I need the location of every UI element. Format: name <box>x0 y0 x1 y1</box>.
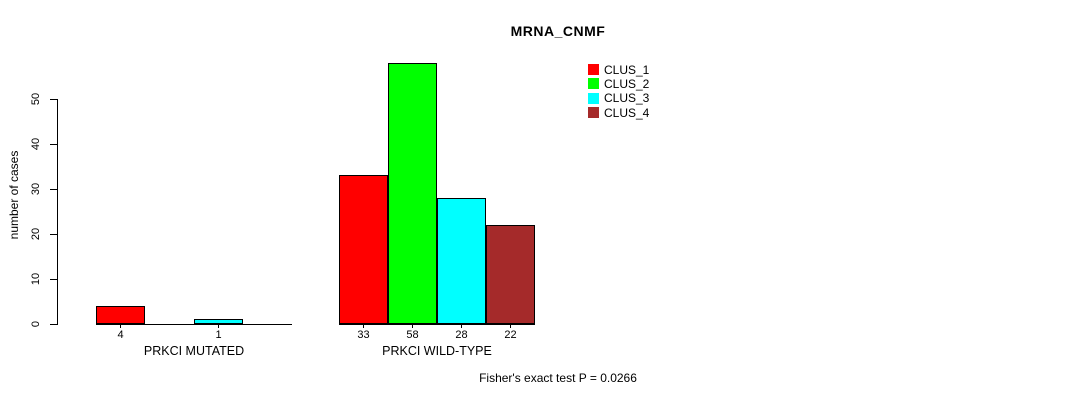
legend: CLUS_1 CLUS_2 CLUS_3 CLUS_4 <box>588 62 650 122</box>
bar-axis-tick <box>461 325 462 328</box>
bar-value-label: 4 <box>117 329 124 341</box>
legend-label: CLUS_4 <box>604 105 650 120</box>
bar-CLUS_1 <box>339 175 388 324</box>
bar-axis-tick <box>120 325 121 328</box>
bar-CLUS_3 <box>194 319 243 324</box>
bar-value-label: 22 <box>504 329 517 341</box>
legend-item-clus_1: CLUS_1 <box>588 62 650 77</box>
y-tick-label: 30 <box>30 182 42 196</box>
group-baseline <box>339 324 535 325</box>
y-tick-label: 20 <box>30 227 42 241</box>
y-tick-label: 0 <box>30 320 42 328</box>
y-tick-label: 50 <box>30 92 42 106</box>
y-tick <box>50 324 57 325</box>
footnote: Fisher's exact test P = 0.0266 <box>479 371 637 385</box>
y-tick <box>50 144 57 145</box>
legend-swatch-icon <box>588 78 599 90</box>
legend-item-clus_4: CLUS_4 <box>588 105 650 120</box>
bar-value-label: 58 <box>406 329 419 341</box>
bar-axis-tick <box>412 325 413 328</box>
bar-CLUS_3 <box>437 198 486 324</box>
y-tick-label: 10 <box>30 272 42 286</box>
chart-title: MRNA_CNMF <box>510 23 606 39</box>
group-label: PRKCI MUTATED <box>143 344 245 358</box>
legend-label: CLUS_3 <box>604 91 650 106</box>
bar-axis-tick <box>363 325 364 328</box>
group-label: PRKCI WILD-TYPE <box>382 344 492 358</box>
y-tick <box>50 99 57 100</box>
bar-CLUS_1 <box>96 306 145 324</box>
y-axis-label: number of cases <box>7 150 21 240</box>
bar-value-label: 28 <box>455 329 468 341</box>
y-axis-line <box>57 99 58 325</box>
bar-value-label: 33 <box>357 329 370 341</box>
group-baseline <box>96 324 292 325</box>
bar-axis-tick <box>510 325 511 328</box>
y-tick <box>50 279 57 280</box>
legend-swatch-icon <box>588 64 599 75</box>
bar-CLUS_4 <box>486 225 535 324</box>
y-tick <box>50 234 57 235</box>
legend-label: CLUS_1 <box>604 62 650 77</box>
legend-swatch-icon <box>588 107 599 119</box>
legend-swatch-icon <box>588 92 599 104</box>
bar-axis-tick <box>218 325 219 328</box>
legend-item-clus_2: CLUS_2 <box>588 76 650 91</box>
y-tick-label: 40 <box>30 137 42 151</box>
legend-label: CLUS_2 <box>604 76 650 91</box>
bar-CLUS_2 <box>388 63 437 324</box>
y-tick <box>50 189 57 190</box>
bar-value-label: 1 <box>215 329 222 341</box>
legend-item-clus_3: CLUS_3 <box>588 91 650 106</box>
